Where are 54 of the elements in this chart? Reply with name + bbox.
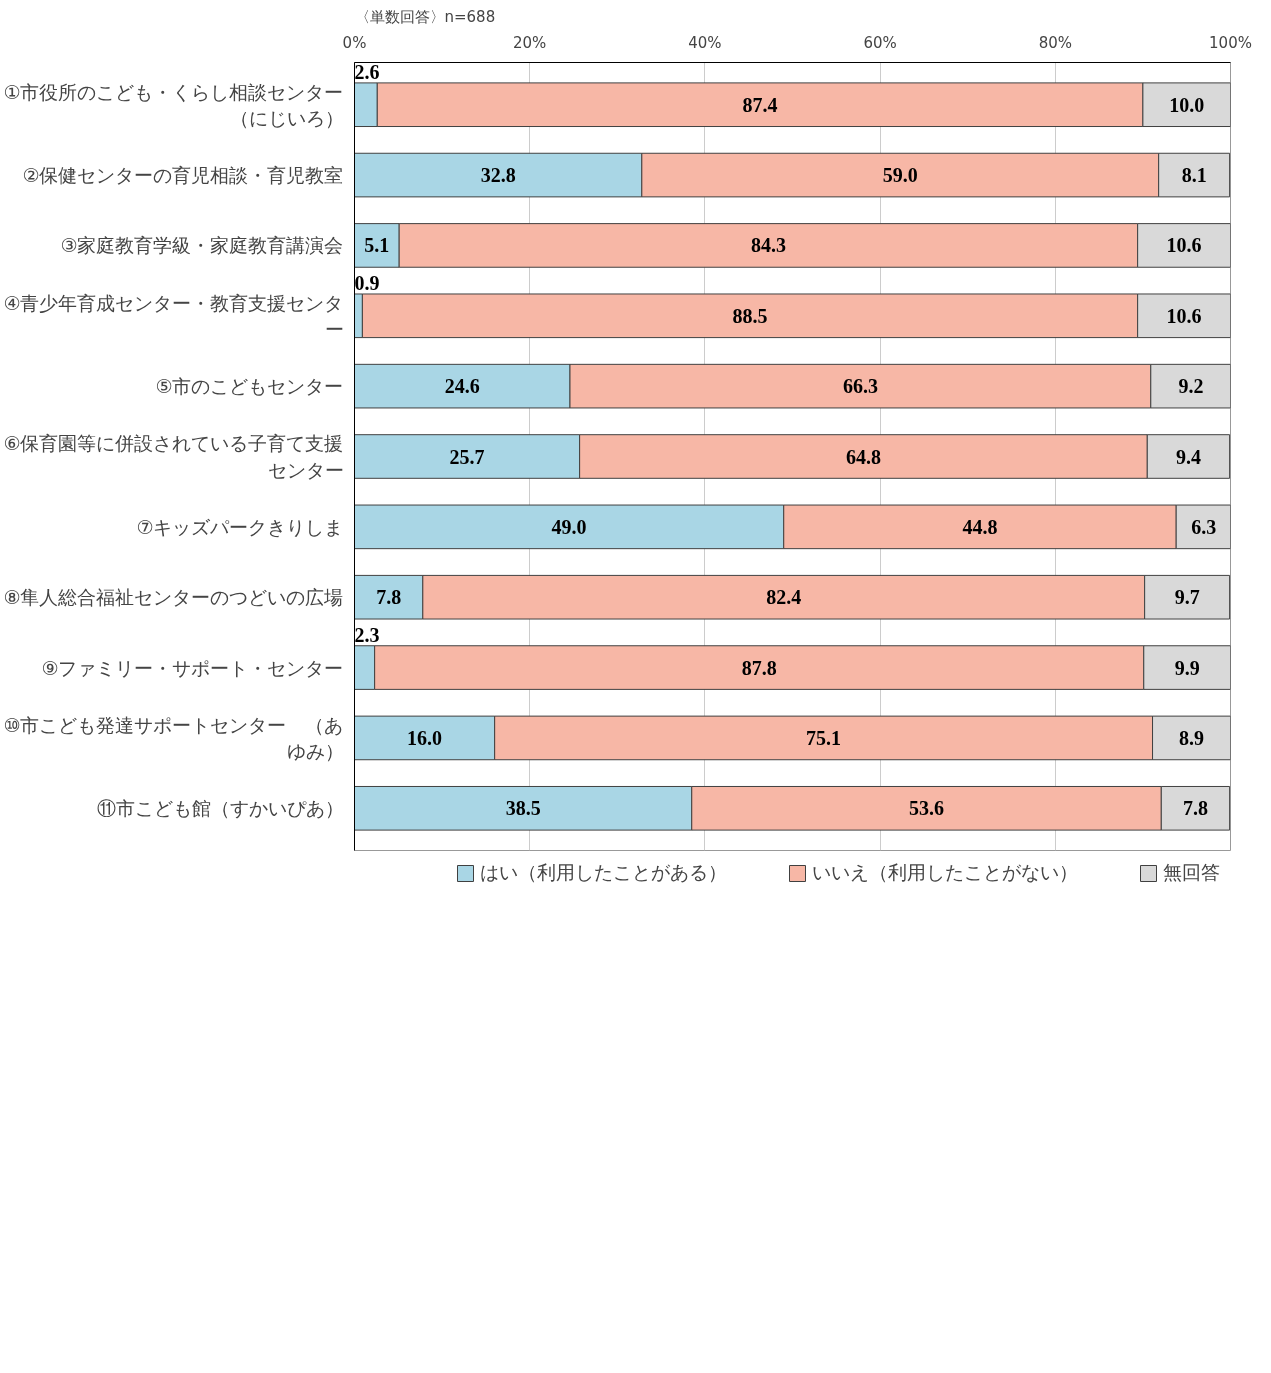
data-label: 24.6 (444, 375, 480, 398)
x-tick-label: 0% (342, 33, 367, 52)
data-label: 44.8 (962, 515, 998, 538)
x-tick-label: 20% (513, 33, 547, 52)
y-tick-label: ⑪市こども館（すかいぴあ） (96, 797, 344, 820)
x-tick-label: 40% (688, 33, 722, 52)
data-label: 25.7 (449, 445, 485, 468)
data-label: 38.5 (505, 797, 541, 820)
data-label: 64.8 (845, 445, 881, 468)
data-label: 8.9 (1179, 726, 1205, 749)
y-tick-label: ⑩市こども発達サポートセンター （あゆみ） (3, 713, 344, 763)
y-tick-label: ④青少年育成センター・教育支援センター (3, 291, 344, 340)
data-label: 32.8 (480, 164, 516, 187)
data-label: 2.6 (354, 61, 380, 84)
data-label: 16.0 (407, 726, 443, 749)
data-label: 2.3 (354, 624, 380, 647)
data-label: 7.8 (376, 586, 402, 609)
data-label: 5.1 (364, 234, 390, 257)
y-tick-label: ③家庭教育学級・家庭教育講演会 (60, 234, 344, 257)
legend-label: はい（利用したことがある） (480, 860, 727, 885)
y-tick-label: ⑨ファミリー・サポート・センター (41, 656, 344, 679)
legend-label: 無回答 (1163, 860, 1220, 885)
data-label: 82.4 (766, 586, 802, 609)
data-label: 49.0 (551, 515, 587, 538)
data-label: 0.9 (354, 272, 380, 295)
y-tick-label: ⑧隼人総合福祉センターのつどいの広場 (3, 586, 344, 609)
y-tick-label: ⑦キッズパークきりしま (136, 515, 344, 538)
data-label: 87.4 (742, 93, 778, 116)
y-tick-label: ①市役所のこども・くらし相談センター（にじいろ） (3, 80, 344, 129)
data-label: 9.2 (1178, 375, 1204, 398)
data-label: 7.8 (1182, 797, 1208, 820)
data-label: 59.0 (882, 164, 918, 187)
data-label: 87.8 (741, 656, 777, 679)
y-tick-label: ②保健センターの育児相談・育児教室 (22, 164, 344, 187)
data-label: 10.6 (1166, 234, 1202, 257)
data-label: 75.1 (806, 726, 842, 749)
data-label: 88.5 (732, 304, 768, 327)
data-label: 10.6 (1166, 304, 1202, 327)
data-label: 53.6 (909, 797, 945, 820)
data-label: 9.7 (1174, 586, 1200, 609)
y-tick-label: ⑥保育園等に併設されている子育て支援センター (3, 432, 344, 481)
x-tick-label: 80% (1038, 33, 1072, 52)
data-label: 9.9 (1174, 656, 1200, 679)
data-label: 10.0 (1169, 93, 1205, 116)
x-tick-label: 100% (1209, 33, 1252, 52)
data-label: 84.3 (750, 234, 786, 257)
x-tick-label: 60% (863, 33, 897, 52)
data-label: 6.3 (1191, 515, 1217, 538)
data-label: 9.4 (1175, 445, 1201, 468)
legend-label: いいえ（利用したことがない） (812, 860, 1078, 885)
data-label: 66.3 (842, 375, 878, 398)
y-tick-label: ⑤市のこどもセンター (155, 375, 344, 398)
data-label: 8.1 (1181, 164, 1207, 187)
text: 〈単数回答〉n=688 (354, 7, 496, 26)
